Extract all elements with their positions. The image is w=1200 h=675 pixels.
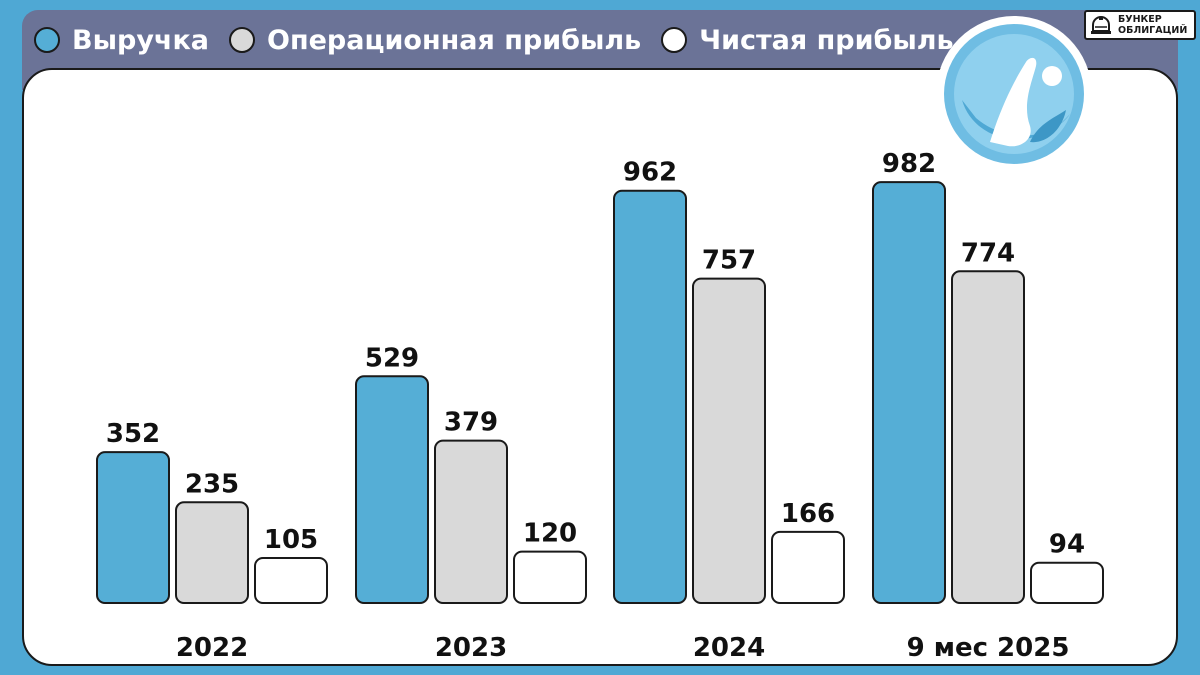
legend-label-operating-profit: Операционная прибыль: [267, 24, 642, 56]
data-label-revenue-0: 352: [106, 419, 160, 449]
bunker-icon: [1091, 16, 1111, 34]
x-tick-label-3: 9 мес 2025: [907, 633, 1070, 663]
data-label-net-profit-3: 94: [1049, 530, 1085, 560]
legend-item-revenue: Выручка: [34, 25, 209, 56]
data-label-net-profit-1: 120: [523, 519, 577, 549]
brand-badge: БУНКЕР ОБЛИГАЦИЙ: [1084, 10, 1196, 40]
x-tick-label-1: 2023: [435, 633, 507, 663]
data-label-revenue-2: 962: [623, 158, 677, 188]
bar-operating-profit-0: [175, 501, 249, 604]
legend-swatch-operating-profit: [229, 27, 256, 53]
x-tick-label-2: 2024: [693, 633, 765, 663]
legend-label-revenue: Выручка: [72, 24, 210, 56]
bar-revenue-3: [872, 181, 946, 604]
bar-revenue-0: [96, 451, 170, 604]
legend-swatch-net-profit: [661, 27, 688, 53]
data-label-net-profit-0: 105: [264, 525, 318, 555]
legend-item-operating-profit: Операционная прибыль: [229, 25, 641, 56]
bar-net-profit-0: [254, 557, 328, 605]
bar-operating-profit-2: [692, 277, 766, 604]
chart-legend: Выручка Операционная прибыль Чистая приб…: [34, 22, 974, 58]
x-tick-label-0: 2022: [176, 633, 248, 663]
bar-net-profit-3: [1030, 561, 1104, 604]
brand-name-line1: БУНКЕР: [1118, 14, 1162, 25]
bar-revenue-2: [613, 189, 687, 604]
bar-revenue-1: [355, 375, 429, 604]
data-label-net-profit-2: 166: [781, 499, 835, 529]
data-label-operating-profit-3: 774: [961, 238, 1015, 268]
bar-operating-profit-3: [951, 270, 1025, 604]
data-label-revenue-3: 982: [882, 149, 936, 179]
legend-item-net-profit: Чистая прибыль: [661, 24, 954, 56]
data-label-operating-profit-2: 757: [702, 246, 756, 276]
bar-net-profit-1: [513, 550, 587, 605]
legend-swatch-revenue: [34, 27, 60, 53]
data-label-operating-profit-0: 235: [185, 469, 239, 499]
brand-name-line2: ОБЛИГАЦИЙ: [1118, 25, 1188, 36]
data-label-revenue-1: 529: [365, 343, 419, 373]
bar-net-profit-2: [771, 530, 845, 605]
data-label-operating-profit-1: 379: [444, 408, 498, 438]
legend-label-net-profit: Чистая прибыль: [699, 24, 954, 56]
company-logo: [936, 16, 1092, 172]
bar-operating-profit-1: [434, 439, 508, 605]
